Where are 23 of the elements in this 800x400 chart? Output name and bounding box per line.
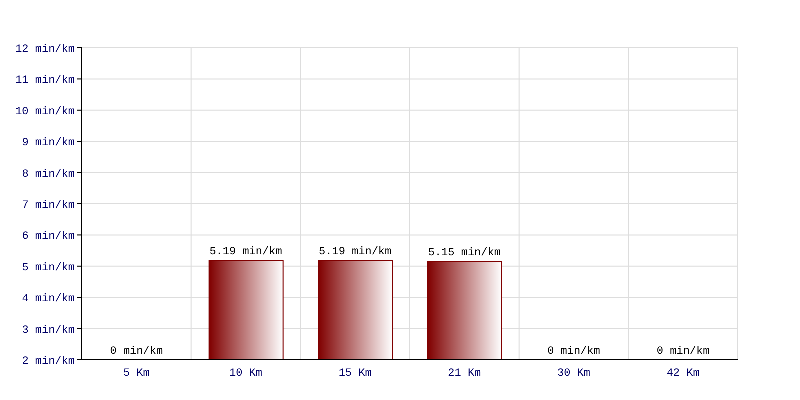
text: 0 min/km <box>548 346 600 358</box>
y-tick-label: 6 min/km <box>22 231 76 244</box>
text: 0 min/km <box>656 346 710 358</box>
data-label: 5.19 min/km <box>319 246 392 258</box>
y-tick-label: 12 min/km <box>16 44 76 56</box>
y-tick-label: 9 min/km <box>22 138 76 150</box>
x-tick-label: 15 Km <box>338 368 372 380</box>
y-tick-label: 3 min/km <box>22 324 76 337</box>
y-tick-label: 4 min/km <box>22 294 76 306</box>
x-tick-label: 42 Km <box>666 368 700 380</box>
y-tick-label: 2 min/km <box>22 356 76 368</box>
x-tick-label: 5 Km <box>123 368 150 380</box>
y-tick-label: 5 min/km <box>22 262 76 274</box>
y-tick-label: 11 min/km <box>16 75 76 88</box>
text: 0 min/km <box>110 346 164 358</box>
x-tick-label: 30 Km <box>557 368 591 380</box>
y-tick-label: 8 min/km <box>22 168 76 181</box>
x-tick-label: 21 Km <box>448 368 482 380</box>
y-tick-label: 10 min/km <box>16 106 76 118</box>
data-label: 5.19 min/km <box>210 246 283 258</box>
data-label: 5.15 min/km <box>428 248 502 260</box>
y-tick-label: 7 min/km <box>22 200 76 212</box>
x-tick-label: 10 Km <box>229 368 263 380</box>
